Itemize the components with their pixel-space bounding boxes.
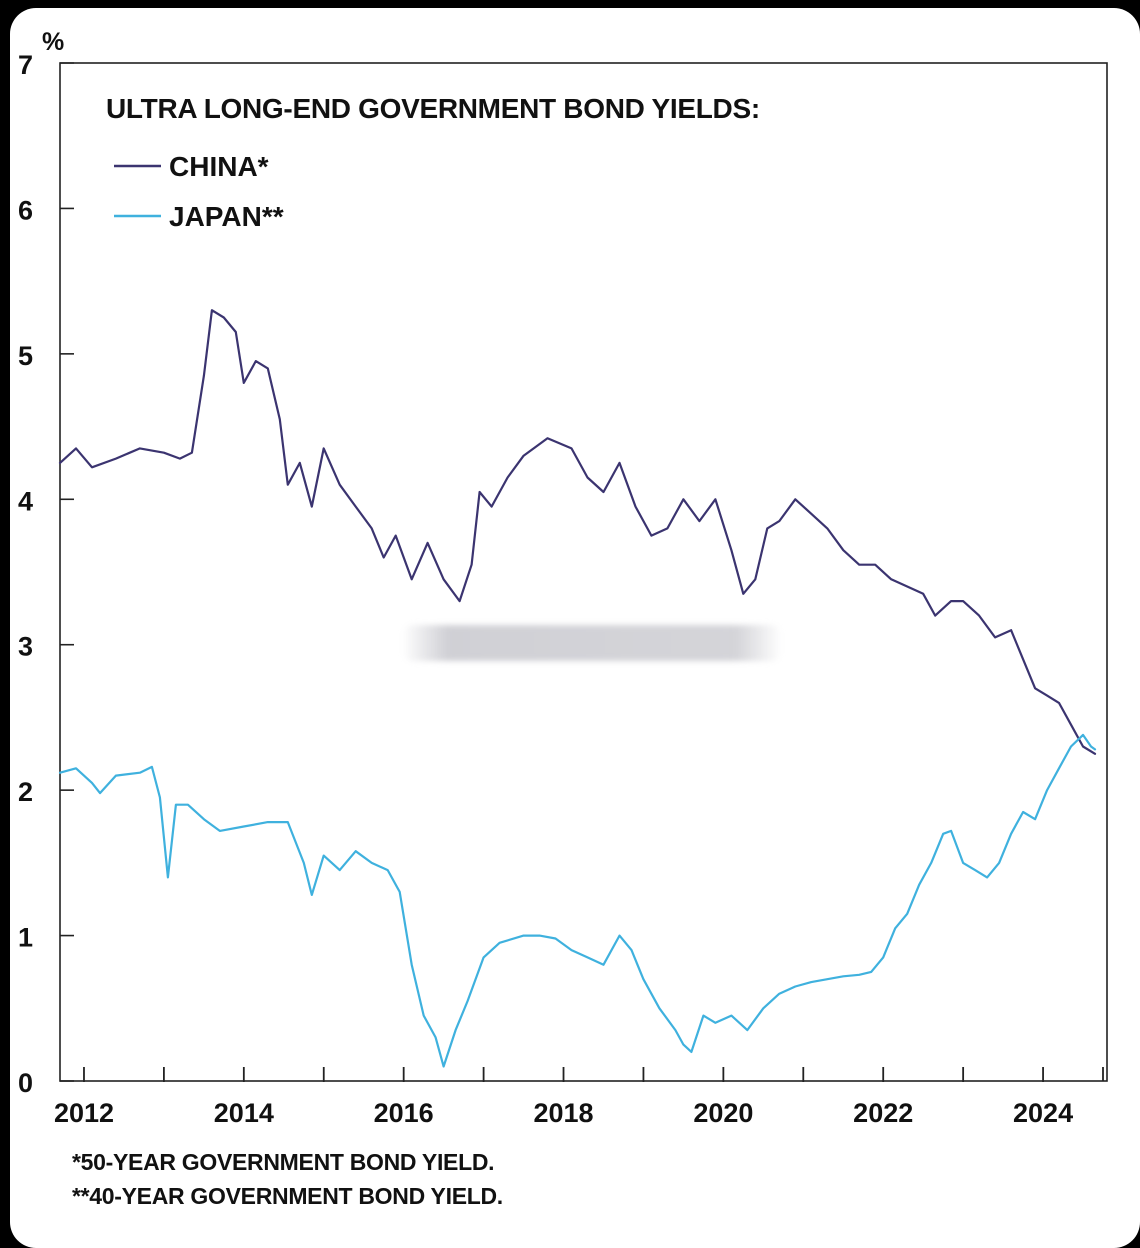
chart-title: ULTRA LONG-END GOVERNMENT BOND YIELDS: (106, 93, 760, 124)
x-tick-label: 2014 (214, 1098, 274, 1128)
y-tick-label: 5 (18, 341, 33, 371)
y-tick-label: 6 (18, 195, 33, 225)
legend-label: CHINA* (169, 151, 269, 182)
y-axis-unit: % (42, 28, 64, 56)
legend-label: JAPAN** (169, 201, 284, 232)
plot-frame (59, 62, 1108, 1082)
y-tick-label: 0 (18, 1068, 33, 1098)
y-tick-label: 3 (18, 632, 33, 662)
x-tick-label: 2012 (54, 1098, 114, 1128)
series-line-china (58, 309, 1097, 755)
footnote-china: *50-YEAR GOVERNMENT BOND YIELD. (72, 1149, 495, 1175)
y-tick-label: 2 (18, 777, 33, 807)
watermark (402, 625, 782, 661)
footnote-japan: **40-YEAR GOVERNMENT BOND YIELD. (72, 1183, 503, 1209)
chart-card: 0 1 2 3 4 5 6 7% 2012 2014 2016 2018 2020 2022 2024 ULT… (10, 8, 1140, 1248)
x-tick-label: 2020 (693, 1098, 753, 1128)
line-chart: 0 1 2 3 4 5 6 7% 2012 2014 2016 2018 2020 2022 2024 ULT… (18, 28, 1108, 1128)
series-line-japan (58, 733, 1097, 1068)
x-tick-label: 2024 (1013, 1098, 1073, 1128)
y-tick-label: 1 (18, 923, 33, 953)
x-tick-label: 2022 (853, 1098, 913, 1128)
y-tick-label: 7 (18, 50, 33, 80)
x-tick-label: 2016 (374, 1098, 434, 1128)
x-tick-label: 2018 (533, 1098, 593, 1128)
y-tick-label: 4 (18, 486, 33, 516)
